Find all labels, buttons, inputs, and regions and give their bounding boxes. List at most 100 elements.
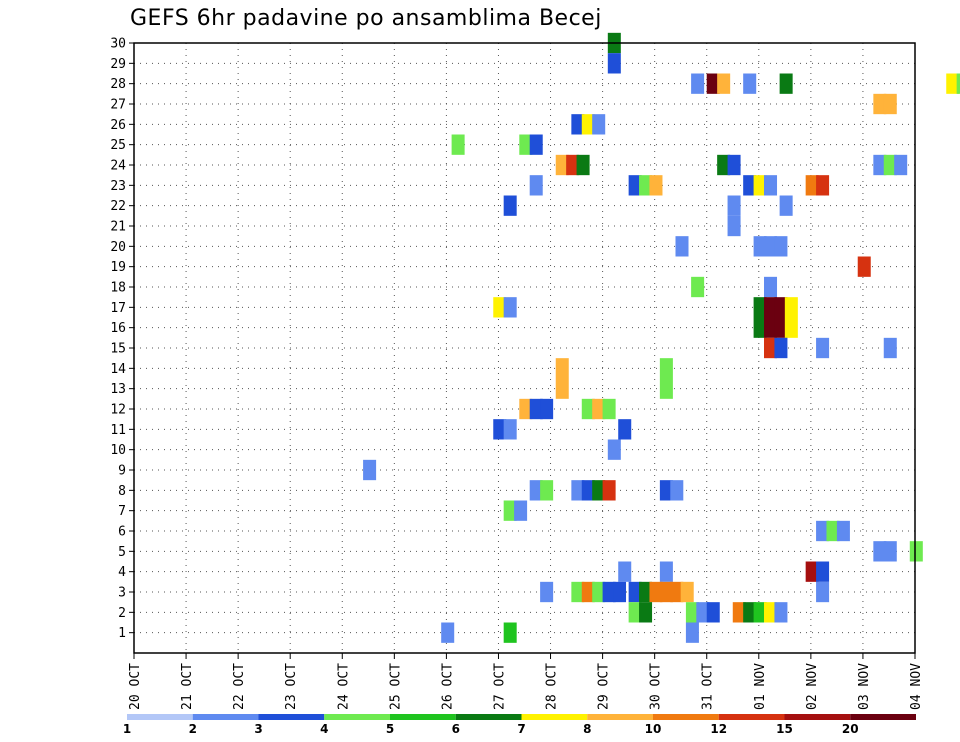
heatmap-cell: [764, 175, 778, 196]
heatmap-cell: [649, 581, 663, 603]
heatmap-cell: [675, 236, 689, 257]
heatmap-cell: [727, 215, 741, 237]
heatmap-cell: [873, 93, 887, 115]
heatmap-cell: [618, 419, 632, 440]
x-tick-label: 27 OCT: [492, 663, 507, 710]
heatmap-cell: [613, 581, 627, 603]
heatmap-cell: [805, 561, 819, 582]
heatmap-cell: [659, 581, 673, 603]
heatmap-cell: [670, 480, 684, 501]
heatmap-cell: [503, 419, 517, 440]
heatmap-cell: [540, 398, 554, 420]
colorbar-label: 6: [452, 722, 460, 736]
heatmap-cell: [659, 480, 673, 501]
heatmap-cell: [503, 195, 517, 216]
colorbar-segment: [850, 714, 916, 720]
heatmap-cell: [753, 602, 767, 623]
heatmap-cell: [659, 561, 673, 582]
heatmap-cell: [503, 297, 517, 318]
y-tick-label: 20: [110, 240, 126, 255]
y-tick-label: 11: [110, 423, 126, 438]
colorbar-label: 15: [776, 722, 793, 736]
heatmap-cell: [581, 398, 595, 420]
heatmap-cell: [753, 236, 767, 257]
colorbar-label: 1: [123, 722, 131, 736]
y-tick-label: 19: [110, 260, 126, 275]
colorbar-label: 3: [254, 722, 262, 736]
chart-title: GEFS 6hr padavine po ansamblima Becej: [130, 6, 602, 31]
y-tick-label: 6: [118, 525, 126, 540]
heatmap-cell: [685, 622, 699, 643]
colorbar-segment: [653, 714, 719, 720]
y-tick-label: 3: [118, 586, 126, 601]
heatmap-cell: [571, 480, 585, 501]
heatmap-cell: [602, 581, 616, 603]
heatmap-cell: [680, 581, 694, 603]
y-tick-label: 27: [110, 98, 126, 113]
y-tick-label: 4: [118, 565, 126, 580]
x-tick-label: 31 OCT: [701, 663, 716, 710]
y-tick-label: 9: [118, 464, 126, 479]
heatmap-cell: [764, 276, 778, 298]
heatmap-cell: [493, 297, 507, 318]
colorbar-segment: [784, 714, 851, 720]
heatmap-cell: [691, 276, 705, 298]
colorbar-segment: [455, 714, 522, 720]
y-tick-label: 8: [118, 484, 126, 499]
y-tick-label: 18: [110, 281, 126, 296]
heatmap-cell: [514, 500, 528, 521]
x-tick-label: 22 OCT: [232, 663, 247, 710]
colorbar-label: 20: [842, 722, 859, 736]
heatmap-cell: [659, 378, 673, 399]
heatmap-cell: [873, 154, 887, 176]
heatmap-cell: [909, 541, 923, 562]
heatmap-cell: [555, 154, 569, 176]
heatmap-cell: [706, 602, 720, 623]
heatmap-cell: [592, 581, 606, 603]
y-tick-label: 21: [110, 220, 126, 235]
y-tick-label: 17: [110, 301, 126, 316]
y-tick-label: 16: [110, 321, 126, 336]
heatmap-cell: [639, 581, 653, 603]
heatmap-cell: [753, 297, 767, 318]
heatmap-cell: [826, 520, 840, 542]
heatmap-cell: [529, 175, 543, 196]
heatmap-cell: [753, 317, 767, 338]
colorbar-segment: [258, 714, 325, 720]
heatmap-cell: [529, 480, 543, 501]
heatmap-cell: [706, 73, 720, 94]
heatmap-cell: [956, 73, 960, 94]
colorbar-label: 5: [386, 722, 394, 736]
heatmap-cell: [581, 480, 595, 501]
heatmap-cell: [764, 602, 778, 623]
heatmap-cell: [649, 175, 663, 196]
x-tick-label: 30 OCT: [649, 663, 664, 710]
colorbar-segment: [324, 714, 390, 720]
x-tick-label: 24 OCT: [336, 663, 351, 710]
heatmap-cell: [774, 317, 788, 338]
heatmap-cell: [493, 419, 507, 440]
y-tick-label: 25: [110, 138, 126, 153]
heatmap-cell: [503, 622, 517, 643]
heatmap-cell: [571, 114, 585, 135]
heatmap-cell: [764, 317, 778, 338]
heatmap-cell: [784, 297, 798, 318]
heatmap-cell: [732, 602, 746, 623]
x-tick-label: 21 OCT: [180, 663, 195, 710]
heatmap-cell: [602, 398, 616, 420]
heatmap-cell: [519, 398, 533, 420]
colorbar-segment: [521, 714, 588, 720]
heatmap-cell: [592, 114, 606, 135]
heatmap-cell: [670, 581, 684, 603]
heatmap-cell: [639, 602, 653, 623]
heatmap-cell: [618, 561, 632, 582]
y-tick-label: 2: [118, 606, 126, 621]
heatmap-cell: [639, 175, 653, 196]
y-tick-label: 29: [110, 57, 126, 72]
heatmap-cell: [764, 236, 778, 257]
heatmap-cell: [784, 317, 798, 338]
heatmap-cell: [764, 337, 778, 359]
heatmap-cell: [894, 154, 908, 176]
heatmap-cell: [753, 175, 767, 196]
